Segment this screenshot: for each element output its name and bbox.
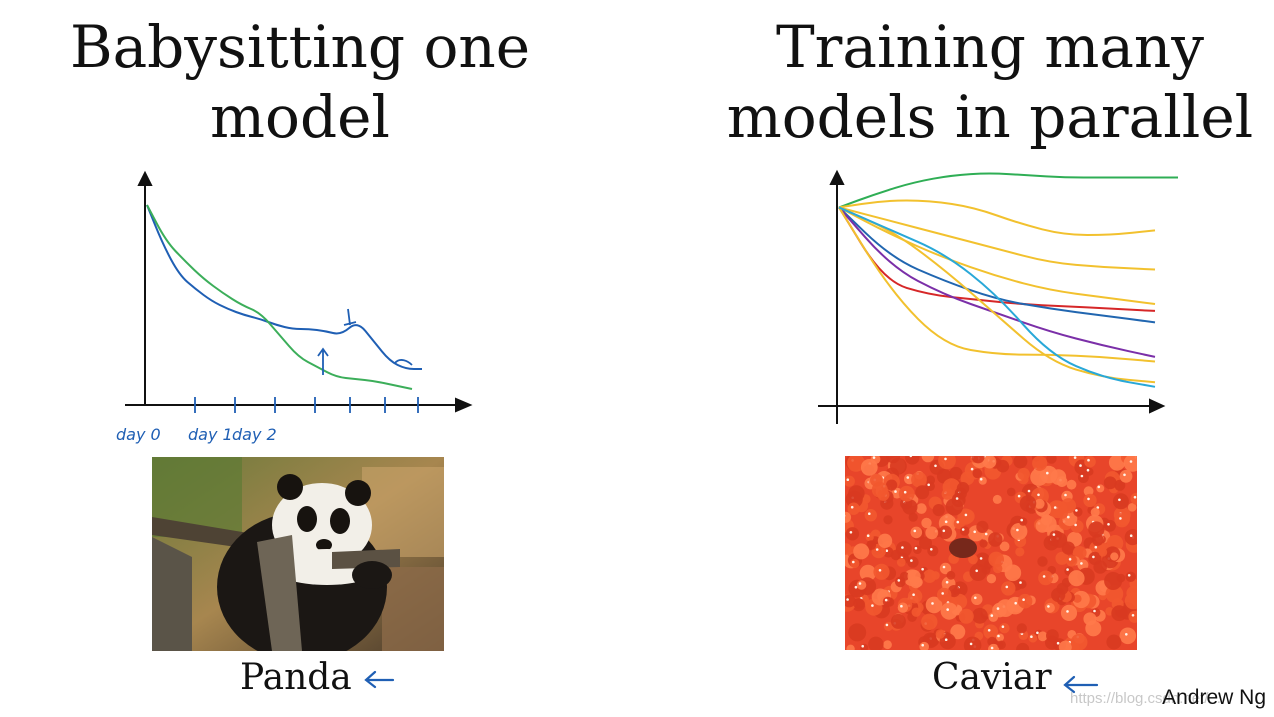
right-axes xyxy=(818,169,1166,424)
babysitting-chart: day 0 day 1 day 2 xyxy=(116,170,473,444)
left-series xyxy=(146,204,422,390)
right-7-series-0 xyxy=(838,206,1156,363)
panda-caption: Panda xyxy=(240,657,352,698)
caviar-caption: Caviar xyxy=(932,657,1052,698)
caviar-photo xyxy=(845,456,1137,650)
right-series xyxy=(838,172,1178,388)
watermark: https://blog.csdn.net/... xyxy=(1070,690,1221,707)
right-3-series-0 xyxy=(838,206,1156,305)
annotation-squiggle xyxy=(394,359,413,366)
left-axes xyxy=(125,170,473,413)
left-x-tick-labels: day 0 day 1 day 2 xyxy=(116,425,277,444)
panda-arrow-icon xyxy=(364,670,395,689)
right-y-arrowhead xyxy=(829,169,845,185)
panda-image xyxy=(152,457,444,651)
annotation-arrow xyxy=(317,347,329,375)
right-title-line2: models in parallel xyxy=(726,83,1254,151)
caviar-image xyxy=(845,456,1137,650)
right-title-line1: Training many xyxy=(775,13,1205,81)
left-x-tick-label-2: day 2 xyxy=(232,425,277,444)
left-y-arrowhead xyxy=(137,170,153,186)
right-9-series-0 xyxy=(838,206,1156,388)
parallel-models-chart xyxy=(818,169,1178,424)
right-0-series-0 xyxy=(838,172,1178,209)
left-title: Babysitting one model xyxy=(40,12,560,152)
panda-photo xyxy=(152,457,444,651)
right-1-series-0 xyxy=(838,199,1156,236)
left-alt-series-0 xyxy=(146,204,413,390)
annotation-mark xyxy=(343,308,357,326)
attribution: Andrew Ng xyxy=(1162,686,1266,709)
right-x-arrowhead xyxy=(1149,398,1166,414)
left-annotations xyxy=(317,308,413,375)
left-x-tick-label-0: day 0 xyxy=(116,425,161,444)
right-5-series-0 xyxy=(838,206,1156,324)
left-title-line2: model xyxy=(210,83,390,151)
left-x-tick-label-1: day 1 xyxy=(188,425,233,444)
left-series-0 xyxy=(146,204,422,370)
left-x-arrowhead xyxy=(455,397,473,413)
left-ticks xyxy=(194,397,419,413)
right-2-series-0 xyxy=(838,206,1156,271)
right-6-series-0 xyxy=(838,206,1156,358)
right-title: Training many models in parallel xyxy=(720,12,1260,152)
left-title-line1: Babysitting one xyxy=(69,13,531,81)
caviar-arrow-icon xyxy=(1063,675,1099,694)
